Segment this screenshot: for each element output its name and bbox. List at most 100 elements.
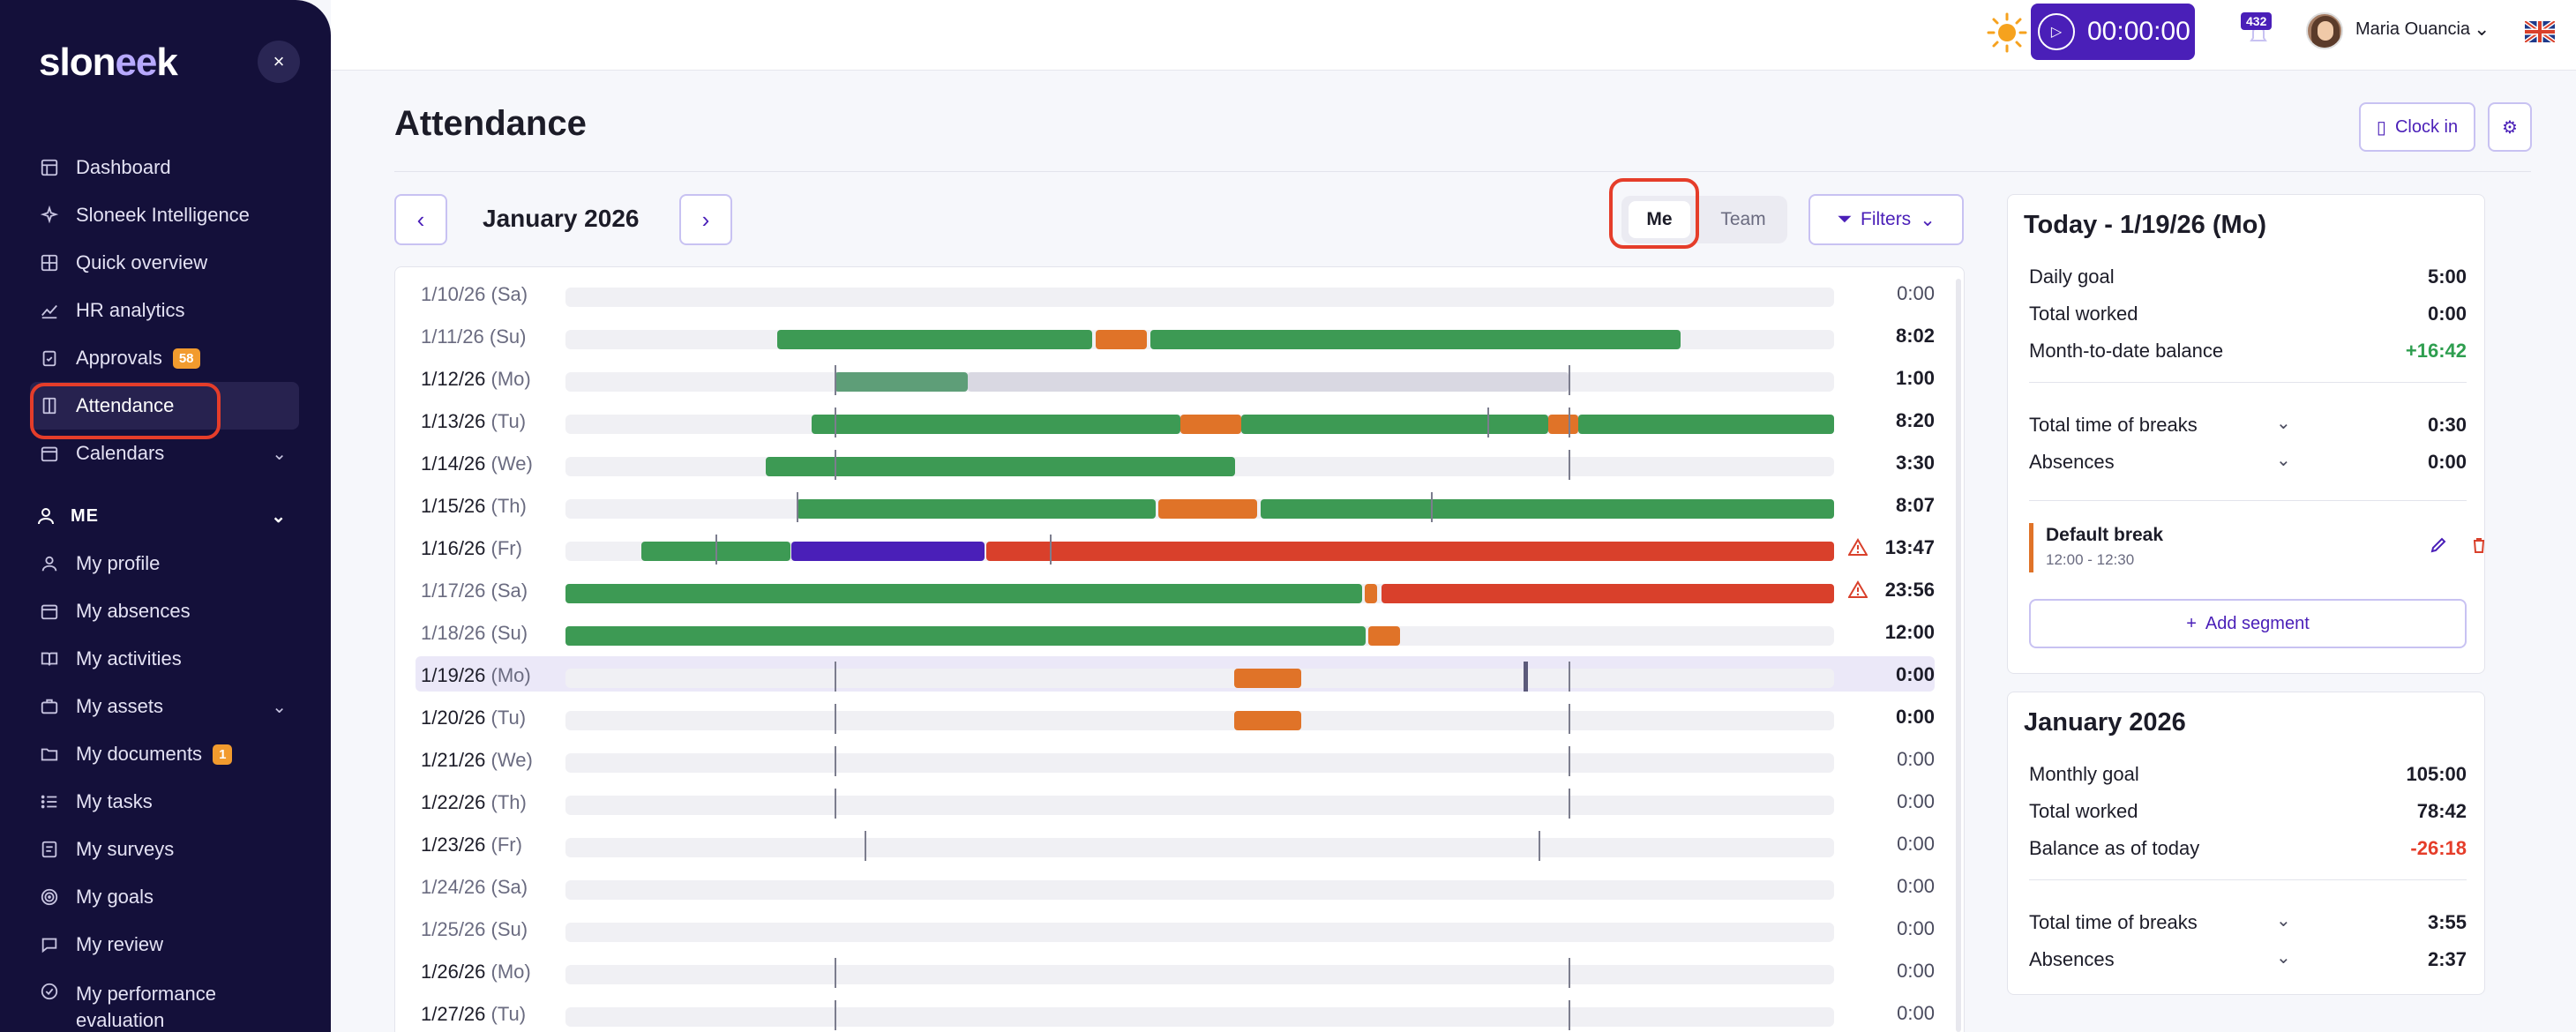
timeline-track[interactable]	[565, 535, 1834, 565]
breaks-row[interactable]: Total time of breaks ⌄ 0:30	[2029, 410, 2467, 438]
user-name[interactable]: Maria Ouancia	[2355, 19, 2471, 39]
sidebar-item-my-profile[interactable]: My profile	[30, 540, 299, 587]
time-segment-orange[interactable]	[1233, 711, 1302, 730]
table-row[interactable]: 1/17/26 (Sa) 23:56	[416, 572, 1935, 607]
time-segment-red[interactable]	[1381, 584, 1834, 603]
table-row[interactable]: 1/20/26 (Tu) 0:00	[416, 699, 1935, 734]
sidebar-item-my-activities[interactable]: My activities	[30, 635, 299, 683]
time-segment-green[interactable]	[1261, 499, 1834, 519]
section-me-toggle[interactable]: ME ⌄	[30, 496, 299, 536]
time-segment-orange[interactable]	[1368, 626, 1401, 646]
toggle-team[interactable]: Team	[1720, 209, 1766, 229]
sidebar-item-attendance[interactable]: Attendance	[30, 382, 299, 430]
sidebar-item-my-absences[interactable]: My absences	[30, 587, 299, 635]
edit-icon[interactable]	[2429, 535, 2448, 555]
table-row[interactable]: 1/15/26 (Th) 8:07	[416, 487, 1935, 522]
timeline-track[interactable]	[565, 704, 1834, 734]
timeline-track[interactable]	[565, 330, 1834, 349]
chevron-down-icon[interactable]: ⌄	[2276, 414, 2291, 433]
table-row[interactable]: 1/22/26 (Th) 0:00	[416, 783, 1935, 819]
time-segment-green[interactable]	[777, 330, 1092, 349]
absences-row[interactable]: Absences ⌄ 0:00	[2029, 447, 2467, 475]
chevron-down-icon[interactable]: ⌄	[2276, 948, 2291, 968]
table-row[interactable]: 1/21/26 (We) 0:00	[416, 741, 1935, 776]
time-segment-red[interactable]	[986, 542, 1834, 561]
sidebar-item-my-assets[interactable]: My assets ⌄	[30, 683, 299, 730]
timeline-track[interactable]	[565, 1000, 1834, 1030]
time-segment-orange[interactable]	[1364, 584, 1378, 603]
sidebar-item-my-goals[interactable]: My goals	[30, 873, 299, 921]
timer-button[interactable]: ▷ 00:00:00	[2031, 4, 2195, 60]
time-segment-green[interactable]	[1577, 415, 1834, 434]
time-segment-purple[interactable]	[790, 542, 985, 561]
table-row[interactable]: 1/16/26 (Fr) 13:47	[416, 529, 1935, 565]
timeline-track[interactable]	[565, 923, 1834, 942]
timeline-track[interactable]	[565, 831, 1834, 861]
timeline-track[interactable]	[565, 365, 1834, 395]
uk-flag-icon[interactable]	[2525, 21, 2555, 42]
sloneek-logo[interactable]: sloneek	[39, 41, 178, 84]
chevron-down-icon[interactable]: ⌄	[2474, 18, 2490, 40]
timeline-track[interactable]	[565, 626, 1834, 646]
timeline-track[interactable]	[565, 789, 1834, 819]
sidebar-item-sloneek-intelligence[interactable]: Sloneek Intelligence	[30, 191, 299, 239]
table-row[interactable]: 1/14/26 (We) 3:30	[416, 445, 1935, 480]
table-row[interactable]: 1/26/26 (Mo) 0:00	[416, 953, 1935, 988]
time-segment-green[interactable]	[1149, 330, 1681, 349]
table-row[interactable]: 1/25/26 (Su) 0:00	[416, 910, 1935, 946]
warning-icon[interactable]	[1848, 580, 1868, 598]
warning-icon[interactable]	[1848, 538, 1868, 556]
time-segment-green[interactable]	[565, 626, 1367, 646]
time-segment-orange[interactable]	[1180, 415, 1242, 434]
close-sidebar-button[interactable]: ×	[258, 41, 300, 83]
chevron-down-icon[interactable]: ⌄	[2276, 911, 2291, 931]
avatar[interactable]	[2306, 12, 2343, 49]
toggle-me[interactable]: Me	[1629, 201, 1690, 238]
timeline-track[interactable]	[565, 408, 1834, 437]
sidebar-item-hr-analytics[interactable]: HR analytics	[30, 287, 299, 334]
time-segment-green[interactable]	[811, 415, 1181, 434]
time-segment-orange[interactable]	[1233, 669, 1302, 688]
timeline-track[interactable]	[565, 958, 1834, 988]
time-segment-green[interactable]	[1241, 415, 1549, 434]
timeline-track[interactable]	[565, 584, 1834, 603]
timeline-track[interactable]	[565, 662, 1834, 692]
sidebar-item-my-performance-evaluation[interactable]: My performance evaluation	[30, 968, 299, 1031]
trash-icon[interactable]	[2469, 535, 2489, 555]
notifications-button[interactable]: 432	[2241, 12, 2276, 51]
sidebar-item-my-documents[interactable]: My documents 1	[30, 730, 299, 778]
clock-in-button[interactable]: ▯ Clock in	[2359, 102, 2475, 152]
table-row[interactable]: 1/19/26 (Mo) 0:00	[416, 656, 1935, 692]
sidebar-item-my-review[interactable]: My review	[30, 921, 299, 968]
filters-button[interactable]: ⏷ Filters ⌄	[1808, 194, 1964, 245]
timeline-track[interactable]	[565, 880, 1834, 900]
sidebar-item-my-surveys[interactable]: My surveys	[30, 826, 299, 873]
settings-button[interactable]: ⚙	[2488, 102, 2532, 152]
time-segment-green[interactable]	[565, 584, 1363, 603]
table-row[interactable]: 1/11/26 (Su) 8:02	[416, 318, 1935, 353]
time-segment-green[interactable]	[766, 457, 1236, 476]
time-segment-green[interactable]	[796, 499, 1156, 519]
timeline-track[interactable]	[565, 746, 1834, 776]
table-row[interactable]: 1/10/26 (Sa) 0:00	[416, 275, 1935, 310]
table-row[interactable]: 1/27/26 (Tu) 0:00	[416, 995, 1935, 1030]
time-segment-darkgreen[interactable]	[834, 372, 968, 392]
timeline-track[interactable]	[565, 288, 1834, 307]
month-absences-row[interactable]: Absences ⌄ 2:37	[2029, 945, 2467, 973]
grid-scrollbar[interactable]	[1956, 279, 1961, 1032]
add-segment-button[interactable]: + Add segment	[2029, 599, 2467, 648]
table-row[interactable]: 1/13/26 (Tu) 8:20	[416, 402, 1935, 437]
sun-icon[interactable]	[1987, 12, 2027, 53]
sidebar-item-my-tasks[interactable]: My tasks	[30, 778, 299, 826]
time-segment-orange[interactable]	[1157, 499, 1257, 519]
time-segment-orange[interactable]	[1548, 415, 1578, 434]
sidebar-item-approvals[interactable]: Approvals 58	[30, 334, 299, 382]
time-segment-orange[interactable]	[1096, 330, 1147, 349]
table-row[interactable]: 1/12/26 (Mo) 1:00	[416, 360, 1935, 395]
chevron-down-icon[interactable]: ⌄	[2276, 451, 2291, 470]
sidebar-item-dashboard[interactable]: Dashboard	[30, 144, 299, 191]
table-row[interactable]: 1/24/26 (Sa) 0:00	[416, 868, 1935, 903]
prev-month-button[interactable]: ‹	[394, 194, 447, 245]
next-month-button[interactable]: ›	[679, 194, 732, 245]
sidebar-item-calendars[interactable]: Calendars ⌄	[30, 430, 299, 477]
